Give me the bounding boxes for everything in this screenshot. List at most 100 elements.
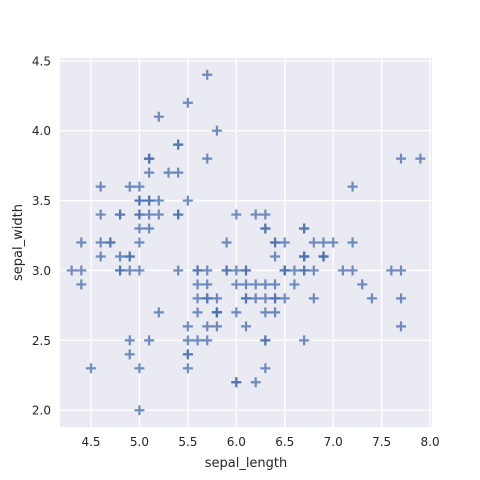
data-point xyxy=(318,237,329,248)
data-point xyxy=(105,237,116,248)
data-point xyxy=(134,265,145,276)
y-tick-labels: 2.0 2.5 3.0 3.5 4.0 4.5 xyxy=(32,54,51,417)
data-point xyxy=(415,153,426,164)
y-axis-label: sepal_width xyxy=(11,204,26,281)
data-point xyxy=(347,237,358,248)
data-point xyxy=(95,251,106,262)
data-point xyxy=(173,265,184,276)
data-point xyxy=(231,307,242,318)
data-point xyxy=(260,223,271,234)
data-point xyxy=(182,349,193,360)
data-point xyxy=(192,335,203,346)
data-point xyxy=(211,321,222,332)
data-point xyxy=(115,251,126,262)
data-points xyxy=(66,69,426,416)
x-tick-label: 7.5 xyxy=(372,435,391,449)
data-point xyxy=(250,293,261,304)
data-point xyxy=(250,279,261,290)
data-point xyxy=(211,125,222,136)
data-point xyxy=(153,195,164,206)
data-point xyxy=(221,265,232,276)
x-tick-labels: 4.5 5.0 5.5 6.0 6.5 7.0 7.5 8.0 xyxy=(81,435,439,449)
data-point xyxy=(144,209,155,220)
plot-area xyxy=(60,58,432,427)
data-point xyxy=(337,265,348,276)
data-point xyxy=(270,237,281,248)
data-point xyxy=(144,195,155,206)
data-point xyxy=(124,349,135,360)
data-point xyxy=(144,153,155,164)
data-point xyxy=(153,111,164,122)
data-point xyxy=(153,209,164,220)
data-point xyxy=(134,237,145,248)
data-point xyxy=(202,265,213,276)
data-point xyxy=(134,181,145,192)
data-point xyxy=(202,279,213,290)
data-point xyxy=(260,279,271,290)
data-point xyxy=(299,265,310,276)
data-point xyxy=(328,237,339,248)
data-point xyxy=(95,181,106,192)
data-point xyxy=(308,293,319,304)
data-point xyxy=(289,265,300,276)
data-point xyxy=(396,265,406,276)
data-point xyxy=(260,209,271,220)
data-point xyxy=(115,265,126,276)
data-point xyxy=(279,265,290,276)
data-point xyxy=(308,237,319,248)
data-point xyxy=(289,279,300,290)
data-point xyxy=(134,405,145,416)
data-point xyxy=(182,195,193,206)
data-point xyxy=(76,279,87,290)
data-point xyxy=(260,307,271,318)
data-point xyxy=(202,321,213,332)
y-tick-label: 2.5 xyxy=(32,334,51,348)
data-point xyxy=(192,265,203,276)
data-point xyxy=(299,251,310,262)
data-point xyxy=(66,265,77,276)
data-point xyxy=(396,293,406,304)
data-point xyxy=(192,293,203,304)
x-tick-label: 8.0 xyxy=(421,435,440,449)
data-point xyxy=(202,293,213,304)
data-point xyxy=(182,321,193,332)
data-point xyxy=(173,209,184,220)
data-point xyxy=(260,363,271,374)
data-point xyxy=(347,265,358,276)
data-point xyxy=(182,363,193,374)
data-point xyxy=(211,293,222,304)
data-point xyxy=(192,279,203,290)
data-point xyxy=(386,265,397,276)
data-point xyxy=(366,293,377,304)
data-point xyxy=(231,279,242,290)
data-point xyxy=(134,195,145,206)
data-point xyxy=(250,377,261,388)
data-point xyxy=(134,223,145,234)
data-point xyxy=(134,363,145,374)
x-tick-label: 5.5 xyxy=(178,435,197,449)
y-tick-label: 4.5 xyxy=(32,54,51,68)
y-tick-label: 4.0 xyxy=(32,124,51,138)
data-point xyxy=(308,265,319,276)
data-point xyxy=(241,293,251,304)
data-point xyxy=(270,279,281,290)
data-point xyxy=(202,335,213,346)
data-point xyxy=(260,293,271,304)
data-point xyxy=(396,153,406,164)
x-tick-label: 6.0 xyxy=(227,435,246,449)
data-point xyxy=(124,251,135,262)
data-point xyxy=(241,265,251,276)
data-point xyxy=(211,307,222,318)
data-point xyxy=(182,335,193,346)
data-point xyxy=(347,181,358,192)
data-point xyxy=(134,209,145,220)
data-point xyxy=(260,335,271,346)
x-tick-label: 6.5 xyxy=(275,435,294,449)
data-point xyxy=(299,223,310,234)
data-point xyxy=(202,153,213,164)
x-tick-label: 5.0 xyxy=(130,435,149,449)
data-point xyxy=(299,335,310,346)
data-point xyxy=(95,237,106,248)
data-point xyxy=(76,265,87,276)
data-point xyxy=(231,265,242,276)
